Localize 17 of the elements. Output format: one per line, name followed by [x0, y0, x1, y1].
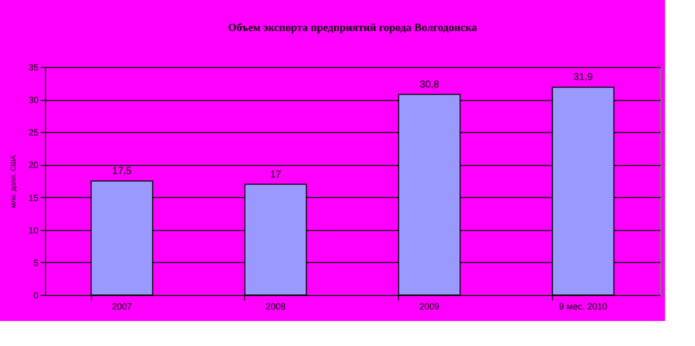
y-tick-label: 30 [28, 95, 38, 106]
x-tick-label: 2007 [112, 302, 132, 312]
x-tick-label: 9 мес. 2010 [559, 302, 608, 312]
data-label: 30,8 [420, 79, 440, 90]
y-tick-label: 10 [28, 225, 38, 236]
y-tick-label: 15 [28, 192, 38, 203]
x-tick-label: 2009 [419, 302, 440, 312]
data-label: 31,9 [573, 72, 594, 84]
y-tick-label: 25 [28, 128, 38, 138]
data-label: 17,5 [112, 166, 132, 177]
y-tick-label: 5 [33, 258, 38, 268]
x-tick-label: 2008 [266, 302, 286, 312]
y-tick-label: 35 [28, 62, 38, 72]
y-tick-label: 20 [28, 160, 38, 170]
data-label: 17 [270, 169, 282, 180]
chart-title: Объем экспорта предприятий города Волгодонска [228, 22, 478, 34]
y-tick-label: 0 [33, 290, 38, 300]
